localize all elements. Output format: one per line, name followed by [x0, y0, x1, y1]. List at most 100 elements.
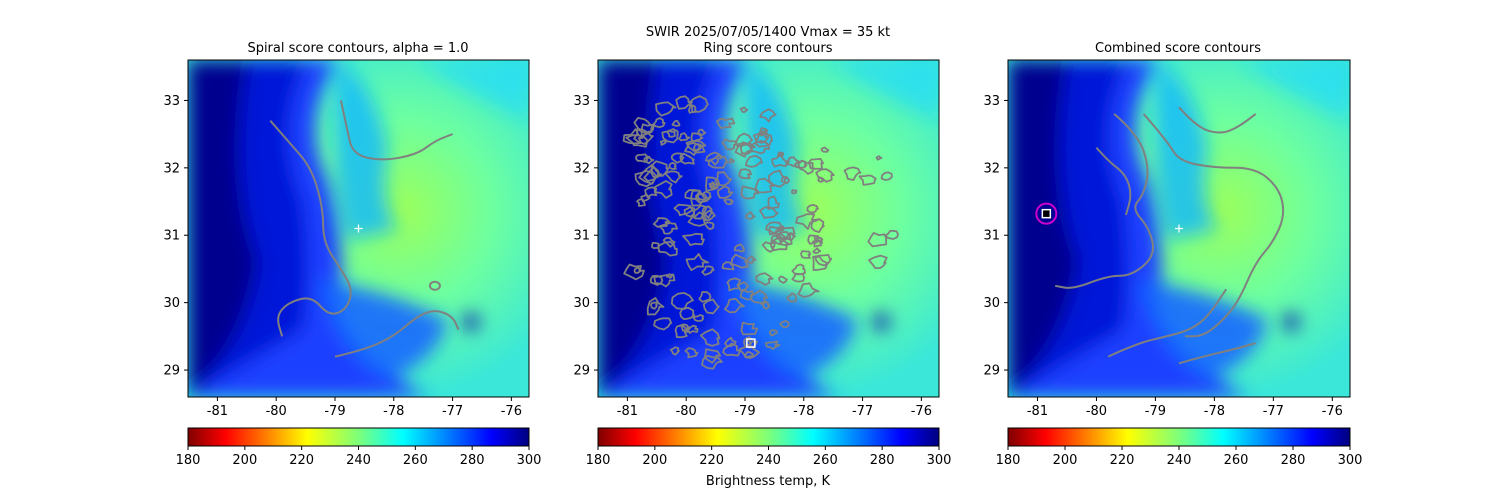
ring-contour-line: [701, 265, 715, 276]
ring-contour-line: [724, 336, 737, 347]
ring-contour-line: [816, 236, 824, 243]
ring-contour-line: [745, 211, 756, 220]
ring-contour-line: [724, 297, 745, 314]
ring-contour-line: [820, 146, 830, 153]
figure-suptitle: SWIR 2025/07/05/1400 Vmax = 35 kt: [646, 25, 890, 40]
ring-contour-line: [701, 205, 714, 219]
ring-contour-line: [810, 218, 825, 233]
combined-center-plus-marker: [1175, 224, 1183, 233]
ring-markers: [746, 338, 756, 348]
combined-x-tick-label: -77: [1263, 404, 1284, 419]
ring-x-tick-label: -76: [911, 404, 932, 419]
spiral-markers: [354, 224, 363, 233]
ring-contour-line: [666, 129, 676, 138]
panel-combined: Combined score contours -81 -80 -79 -78 -77-…: [983, 41, 1362, 468]
panel-combined-title: Combined score contours: [1095, 41, 1261, 56]
ring-contour-line: [709, 182, 719, 190]
ring-contour-line: [687, 211, 707, 227]
ring-contour-line: [674, 324, 689, 339]
ring-contour-line: [754, 177, 775, 194]
spiral-contour-loop: [428, 280, 441, 291]
combined-colorbar-tick-label: 300: [1338, 453, 1363, 468]
spiral-colorbar: 180 200 220 240 260 280 300: [176, 427, 541, 468]
ring-x-tick-label: -80: [676, 404, 697, 419]
combined-colorbar-tick-label: 260: [1224, 453, 1249, 468]
ring-contour-line: [643, 155, 655, 165]
ring-contours: [622, 95, 899, 370]
combined-contour-line: [1178, 106, 1257, 134]
ring-contour-line: [759, 108, 777, 123]
ring-contour-line: [687, 324, 699, 334]
ring-contour-line: [693, 143, 703, 152]
ring-contour-line: [682, 232, 705, 246]
ring-contour-line: [716, 117, 736, 130]
ring-contour-line: [688, 104, 697, 114]
ring-contour-line: [693, 204, 708, 220]
ring-contour-line: [698, 291, 712, 303]
ring-contour-line: [723, 198, 734, 206]
ring-contour-line: [761, 241, 776, 253]
panel-spiral: Spiral score contours, alpha = 1.0 -81 -8…: [163, 41, 541, 468]
ring-contour-line: [659, 139, 667, 146]
ring-colorbar-tick-label: 180: [586, 453, 611, 468]
spiral-x-tick-label: -76: [501, 404, 522, 419]
ring-contour-line: [683, 206, 696, 218]
ring-contour-line: [705, 151, 723, 166]
spiral-contour-line: [334, 310, 460, 358]
combined-x-tick-label: -76: [1322, 404, 1343, 419]
ring-contour-line: [780, 176, 791, 185]
panel-ring-title: Ring score contours: [703, 41, 832, 56]
ring-contour-line: [739, 106, 749, 113]
spiral-colorbar-tick-label: 220: [289, 453, 314, 468]
ring-contour-line: [786, 292, 798, 303]
ring-best-center-square: [746, 338, 756, 348]
combined-y-tick-label: 31: [983, 229, 1000, 244]
ring-contour-line: [652, 117, 666, 129]
ring-contour-line: [880, 171, 893, 181]
ring-contour-line: [671, 152, 685, 164]
ring-contour-line: [714, 171, 733, 187]
spiral-center-plus-marker: [354, 224, 363, 233]
ring-contour-line: [795, 213, 819, 230]
combined-x-tick-label: -80: [1086, 404, 1107, 419]
ring-contour-line: [650, 301, 659, 310]
ring-x-tick-label: -78: [793, 404, 814, 419]
spiral-y-tick-label: 29: [163, 364, 180, 379]
panel-spiral-title: Spiral score contours, alpha = 1.0: [247, 41, 468, 56]
spiral-brightness-field: [188, 60, 529, 397]
combined-brightness-field: [1008, 60, 1350, 397]
ring-contour-line: [778, 275, 788, 284]
ring-contour-line: [779, 320, 790, 329]
spiral-y-tick-label: 31: [163, 229, 180, 244]
spiral-colorbar-tick-label: 240: [346, 453, 371, 468]
ring-contour-line: [703, 221, 715, 231]
spiral-colorbar-tick-label: 180: [176, 453, 201, 468]
combined-y-tick-label: 32: [983, 161, 1000, 176]
ring-x-tick-label: -77: [852, 404, 873, 419]
ring-contour-line: [684, 189, 701, 201]
ring-contour-line: [768, 169, 787, 188]
ring-contour-line: [776, 224, 785, 232]
ring-contour-line: [759, 206, 779, 219]
spiral-colorbar-tick-label: 260: [403, 453, 428, 468]
spiral-axes-frame: [187, 59, 530, 398]
ring-contour-line: [646, 297, 665, 316]
ring-contour-line: [697, 190, 712, 202]
combined-contour-line: [1095, 146, 1132, 216]
ring-contour-line: [726, 277, 741, 292]
ring-contour-line: [685, 253, 710, 271]
spiral-x-ticks: -81 -80 -79 -78 -77 -76: [207, 397, 522, 419]
ring-contour-line: [655, 101, 677, 117]
combined-x-tick-label: -79: [1145, 404, 1166, 419]
combined-contour-line: [1107, 288, 1228, 358]
ring-contour-line: [661, 128, 679, 144]
combined-y-tick-label: 29: [983, 364, 1000, 379]
ring-contour-line: [764, 340, 781, 350]
ring-contour-line: [684, 142, 701, 156]
ring-colorbar-tick-label: 220: [699, 453, 724, 468]
ring-contour-line: [678, 132, 691, 142]
ring-contour-line: [671, 119, 681, 127]
ring-colorbar-tick-label: 200: [642, 453, 667, 468]
ring-y-tick-label: 32: [573, 161, 590, 176]
ring-contour-line: [730, 253, 749, 269]
